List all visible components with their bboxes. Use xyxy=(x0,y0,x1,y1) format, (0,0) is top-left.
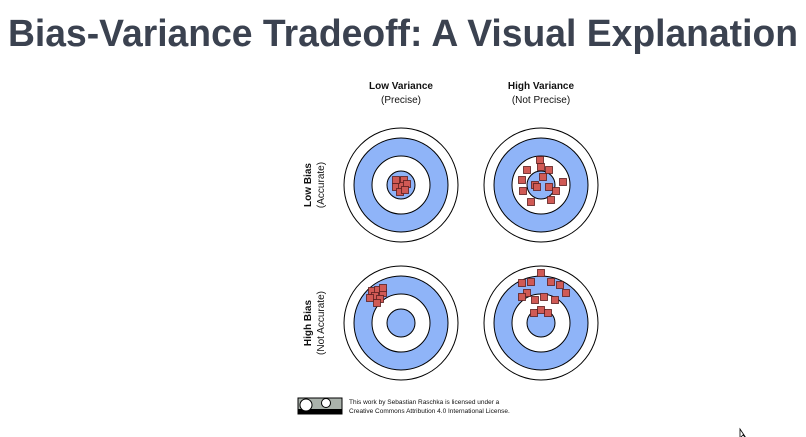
column-sublabel: (Precise) xyxy=(381,95,421,106)
shot xyxy=(547,196,555,204)
shot xyxy=(523,289,531,297)
shot xyxy=(531,296,539,304)
shot xyxy=(547,278,555,286)
shot xyxy=(537,306,545,314)
shot xyxy=(527,278,535,286)
shot xyxy=(379,284,387,292)
target-ring xyxy=(526,170,556,200)
shot xyxy=(551,296,559,304)
shot xyxy=(519,187,527,195)
shot xyxy=(556,281,564,289)
target-ring xyxy=(386,308,416,338)
row-sublabel: (Accurate) xyxy=(316,162,327,208)
shot xyxy=(537,269,545,277)
shot xyxy=(562,289,570,297)
shot xyxy=(545,183,553,191)
shot xyxy=(539,173,547,181)
shot xyxy=(518,176,526,184)
shot xyxy=(518,293,526,301)
targets xyxy=(343,127,599,381)
cc-badge xyxy=(297,397,343,415)
shot xyxy=(518,279,526,287)
row-sublabel: (Not Accurate) xyxy=(316,291,327,355)
column-sublabel: (Not Precise) xyxy=(512,95,570,106)
shot xyxy=(536,156,544,164)
shot xyxy=(373,299,381,307)
column-label: High Variance xyxy=(508,81,575,92)
shot xyxy=(559,178,567,186)
shot xyxy=(537,163,545,171)
shot xyxy=(544,309,552,317)
shot xyxy=(523,166,531,174)
shot xyxy=(552,187,560,195)
column-label: Low Variance xyxy=(369,81,433,92)
shot xyxy=(545,166,553,174)
shot xyxy=(530,309,538,317)
shot xyxy=(533,183,541,191)
slide-title: Bias-Variance Tradeoff: A Visual Explana… xyxy=(8,13,798,55)
row-label: Low Bias xyxy=(303,163,314,207)
row-label: High Bias xyxy=(303,300,314,347)
license-text: This work by Sebastian Raschka is licens… xyxy=(349,399,500,406)
shot xyxy=(401,186,409,194)
license-text: Creative Commons Attribution 4.0 Interna… xyxy=(349,408,510,415)
shot xyxy=(366,294,374,302)
shot xyxy=(527,198,535,206)
shot xyxy=(540,293,548,301)
cursor xyxy=(739,427,746,437)
shot xyxy=(392,176,400,184)
